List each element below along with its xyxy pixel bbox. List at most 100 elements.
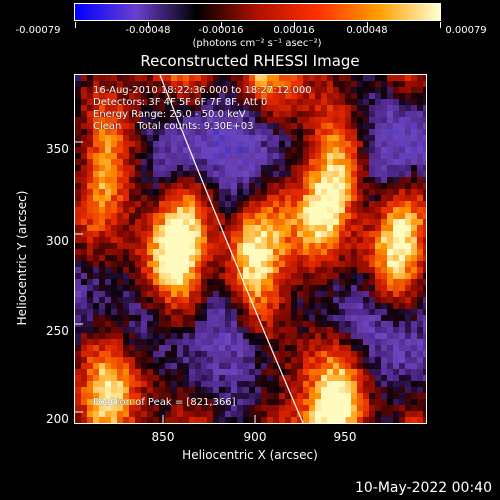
- image-pixel: [381, 117, 387, 123]
- image-pixel: [417, 417, 423, 423]
- image-pixel: [105, 369, 111, 375]
- image-pixel: [111, 363, 117, 369]
- colorbar-tick: [148, 22, 149, 28]
- image-pixel: [381, 237, 387, 243]
- image-pixel: [219, 201, 225, 207]
- image-pixel: [165, 117, 171, 123]
- image-pixel: [111, 291, 117, 297]
- image-pixel: [297, 333, 303, 339]
- image-pixel: [309, 237, 315, 243]
- image-pixel: [255, 195, 261, 201]
- image-pixel: [291, 321, 297, 327]
- image-pixel: [159, 105, 165, 111]
- image-pixel: [309, 117, 315, 123]
- image-pixel: [249, 213, 255, 219]
- image-pixel: [171, 171, 177, 177]
- colorbar-label: -0.00079: [15, 25, 61, 36]
- image-pixel: [243, 273, 249, 279]
- image-pixel: [417, 321, 423, 327]
- image-pixel: [177, 165, 183, 171]
- image-pixel: [405, 201, 411, 207]
- image-pixel: [207, 351, 213, 357]
- image-pixel: [99, 213, 105, 219]
- image-pixel: [255, 171, 261, 177]
- image-pixel: [207, 201, 213, 207]
- image-pixel: [237, 177, 243, 183]
- image-pixel: [327, 375, 333, 381]
- image-pixel: [285, 213, 291, 219]
- image-pixel: [141, 201, 147, 207]
- image-pixel: [381, 285, 387, 291]
- image-pixel: [255, 261, 261, 267]
- image-pixel: [225, 417, 231, 423]
- image-pixel: [333, 369, 339, 375]
- image-pixel: [183, 225, 189, 231]
- image-pixel: [117, 147, 123, 153]
- image-pixel: [171, 315, 177, 321]
- image-pixel: [153, 75, 159, 81]
- image-pixel: [411, 345, 417, 351]
- image-pixel: [111, 333, 117, 339]
- image-pixel: [165, 195, 171, 201]
- image-pixel: [345, 405, 351, 411]
- image-pixel: [423, 183, 426, 189]
- image-pixel: [237, 201, 243, 207]
- image-pixel: [285, 249, 291, 255]
- image-pixel: [195, 129, 201, 135]
- image-pixel: [255, 411, 261, 417]
- image-pixel: [315, 129, 321, 135]
- image-pixel: [303, 225, 309, 231]
- image-pixel: [375, 141, 381, 147]
- image-pixel: [363, 345, 369, 351]
- image-pixel: [405, 243, 411, 249]
- image-pixel: [387, 117, 393, 123]
- image-pixel: [399, 225, 405, 231]
- image-pixel: [345, 345, 351, 351]
- image-pixel: [93, 297, 99, 303]
- image-pixel: [393, 315, 399, 321]
- image-pixel: [147, 147, 153, 153]
- image-pixel: [147, 75, 153, 81]
- image-pixel: [153, 255, 159, 261]
- image-pixel: [315, 405, 321, 411]
- image-pixel: [99, 123, 105, 129]
- image-pixel: [99, 393, 105, 399]
- image-pixel: [219, 93, 225, 99]
- image-pixel: [339, 81, 345, 87]
- image-pixel: [423, 321, 426, 327]
- image-pixel: [423, 333, 426, 339]
- image-pixel: [183, 387, 189, 393]
- image-pixel: [249, 327, 255, 333]
- image-pixel: [171, 159, 177, 165]
- image-pixel: [321, 195, 327, 201]
- image-pixel: [411, 207, 417, 213]
- image-pixel: [321, 177, 327, 183]
- image-pixel: [147, 189, 153, 195]
- image-pixel: [351, 183, 357, 189]
- image-pixel: [381, 243, 387, 249]
- image-pixel: [339, 189, 345, 195]
- image-pixel: [141, 333, 147, 339]
- image-pixel: [201, 165, 207, 171]
- image-pixel: [321, 399, 327, 405]
- image-pixel: [303, 75, 309, 81]
- colorbar-tick: [367, 22, 368, 28]
- image-pixel: [87, 339, 93, 345]
- image-pixel: [399, 147, 405, 153]
- image-pixel: [135, 363, 141, 369]
- image-pixel: [219, 249, 225, 255]
- image-pixel: [255, 387, 261, 393]
- image-pixel: [345, 285, 351, 291]
- image-pixel: [261, 111, 267, 117]
- image-pixel: [339, 159, 345, 165]
- image-pixel: [303, 81, 309, 87]
- image-pixel: [285, 339, 291, 345]
- image-pixel: [153, 117, 159, 123]
- image-pixel: [321, 321, 327, 327]
- image-pixel: [393, 333, 399, 339]
- image-pixel: [183, 105, 189, 111]
- image-pixel: [279, 285, 285, 291]
- image-pixel: [405, 231, 411, 237]
- image-pixel: [75, 225, 81, 231]
- image-pixel: [267, 81, 273, 87]
